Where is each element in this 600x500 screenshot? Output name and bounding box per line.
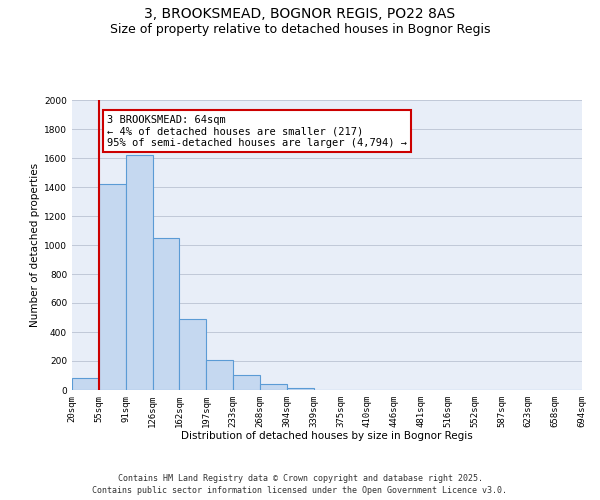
Text: 3, BROOKSMEAD, BOGNOR REGIS, PO22 8AS: 3, BROOKSMEAD, BOGNOR REGIS, PO22 8AS: [145, 8, 455, 22]
X-axis label: Distribution of detached houses by size in Bognor Regis: Distribution of detached houses by size …: [181, 432, 473, 442]
Bar: [152, 238, 179, 390]
Text: Contains HM Land Registry data © Crown copyright and database right 2025.
Contai: Contains HM Land Registry data © Crown c…: [92, 474, 508, 495]
Bar: [287, 388, 314, 390]
Bar: [233, 375, 260, 390]
Bar: [206, 360, 233, 390]
Bar: [72, 378, 99, 390]
Bar: [99, 184, 125, 390]
Bar: [260, 384, 287, 390]
Y-axis label: Number of detached properties: Number of detached properties: [30, 163, 40, 327]
Text: Size of property relative to detached houses in Bognor Regis: Size of property relative to detached ho…: [110, 22, 490, 36]
Bar: [179, 319, 206, 390]
Text: 3 BROOKSMEAD: 64sqm
← 4% of detached houses are smaller (217)
95% of semi-detach: 3 BROOKSMEAD: 64sqm ← 4% of detached hou…: [107, 114, 407, 148]
Bar: [125, 155, 152, 390]
